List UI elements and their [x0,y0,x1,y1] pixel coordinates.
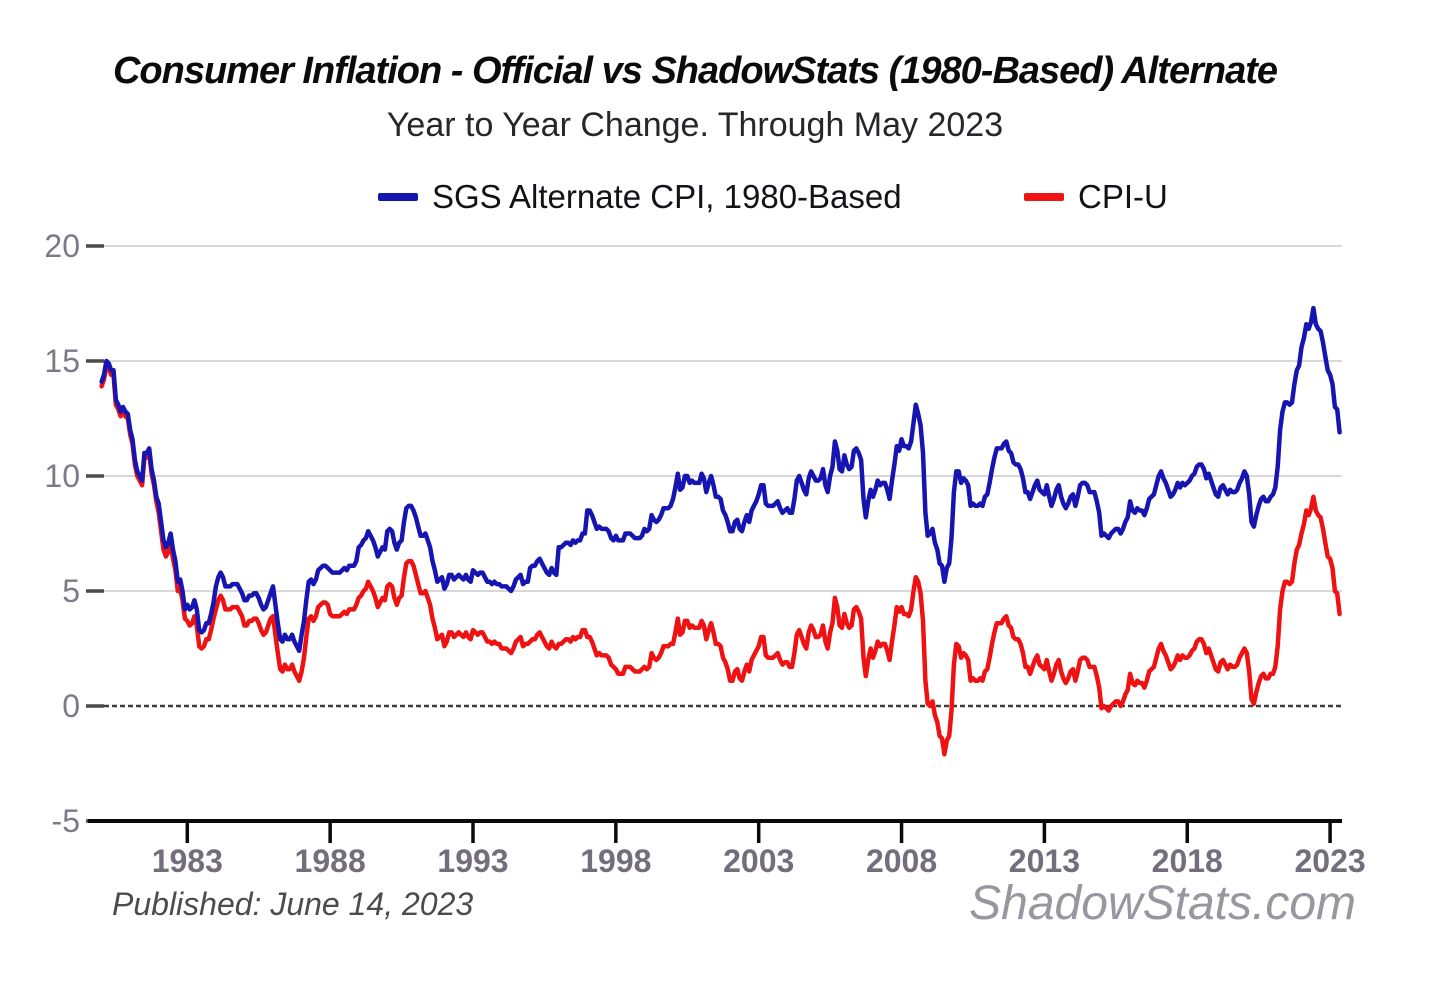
x-tick-label: 1983 [151,843,223,879]
y-tick-label: 5 [62,573,80,609]
legend-label-sgs: SGS Alternate CPI, 1980-Based [432,178,902,215]
y-tick-label: -5 [51,803,80,839]
x-tick-label: 2013 [1008,843,1080,879]
chart-subtitle: Year to Year Change. Through May 2023 [386,106,1004,144]
series-line-sgs [99,305,1342,654]
y-tick-label: 0 [62,688,80,724]
cpiu-line-swatch-icon [1024,193,1064,201]
x-tick-label: 2018 [1151,843,1223,879]
chart-title: Consumer Inflation - Official vs ShadowS… [112,50,1278,92]
y-tick-label: 15 [44,343,80,379]
shadowstats-watermark: ShadowStats.com [969,877,1356,930]
sgs-line-swatch-icon [378,193,418,201]
legend-item-sgs: SGS Alternate CPI, 1980-Based [378,176,902,218]
x-tick-label: 2008 [865,843,938,879]
published-note: Published: June 14, 2023 [112,886,474,922]
x-tick-label: 1998 [580,843,652,879]
legend: SGS Alternate CPI, 1980-Based CPI-U [0,176,1456,218]
legend-label-cpiu: CPI-U [1078,178,1168,215]
y-tick-label: 20 [44,228,80,264]
x-tick-label: 2023 [1294,843,1366,879]
x-tick-label: 2003 [723,843,795,879]
y-tick-label: 10 [44,458,80,494]
x-tick-label: 1993 [437,843,509,879]
series-line-cpiu [99,363,1342,757]
legend-item-cpiu: CPI-U [1024,176,1168,218]
x-tick-label: 1988 [294,843,366,879]
